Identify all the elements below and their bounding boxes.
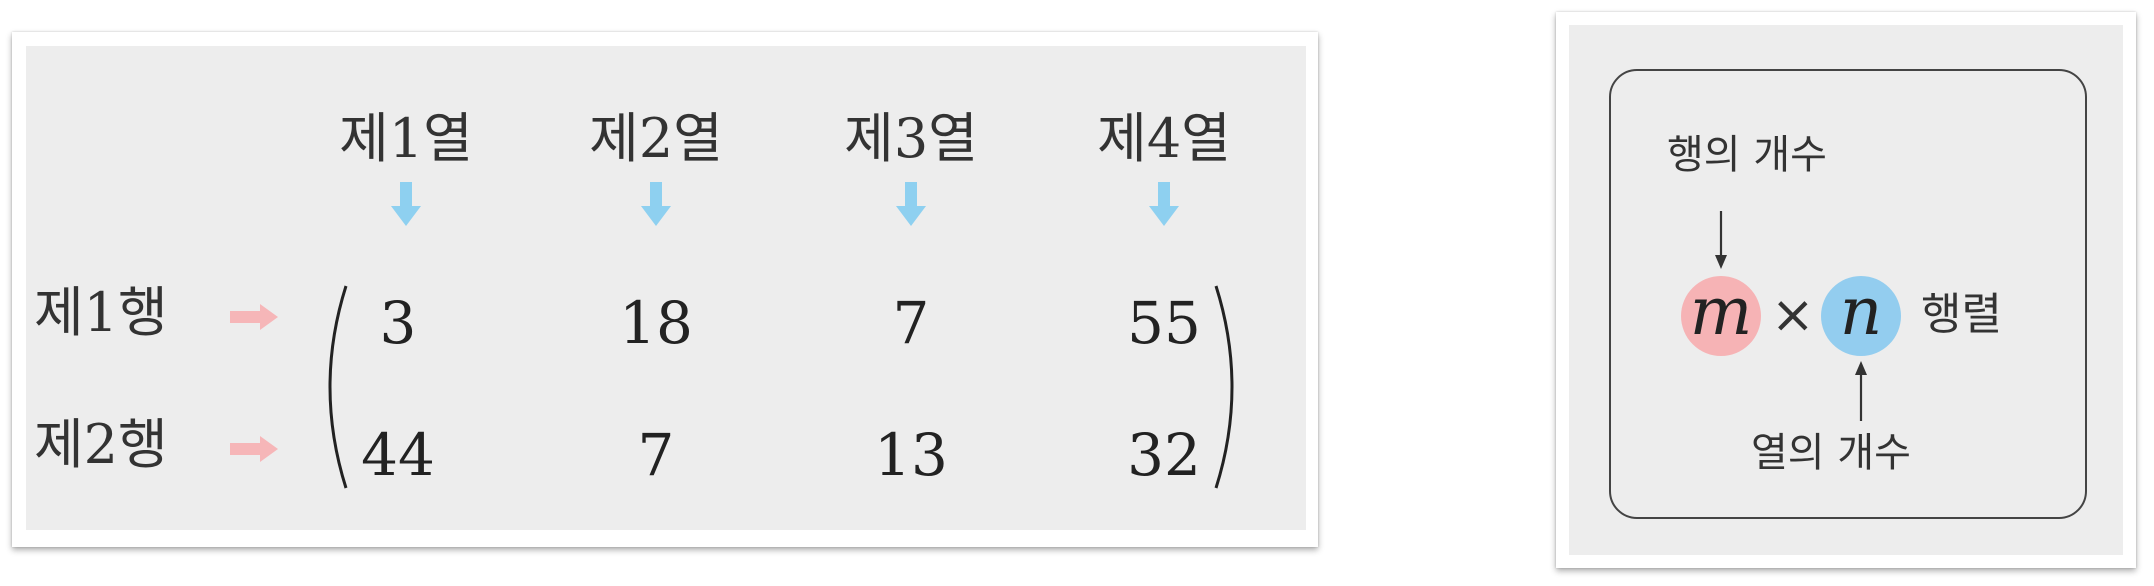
matrix-cell: 55 — [1127, 289, 1201, 357]
matrix-cell: 3 — [379, 289, 417, 357]
down-arrow-icon — [1149, 182, 1179, 226]
arrow-up-to-n-icon — [1855, 361, 1867, 421]
dimension-figure-card: 행의 개수 m × n 행렬 열의 개수 — [1556, 12, 2136, 568]
arrow-down-to-m-icon — [1715, 211, 1727, 269]
column-header-3: 제3열 — [844, 107, 978, 170]
matrix-cell: 32 — [1127, 421, 1201, 489]
right-arrow-icon — [230, 304, 278, 330]
m-highlight-circle — [1681, 276, 1761, 356]
times-symbol: × — [1771, 285, 1815, 345]
right-parenthesis — [1214, 285, 1234, 489]
left-parenthesis — [328, 285, 348, 489]
matrix-figure-card: 제1열 제2열 제3열 제4열 제1행 제2행 — [12, 32, 1318, 547]
down-arrow-icon — [896, 182, 926, 226]
dimension-figure-panel: 행의 개수 m × n 행렬 열의 개수 — [1569, 25, 2123, 555]
matrix-cell: 13 — [874, 421, 948, 489]
right-arrow-icon — [230, 436, 278, 462]
row-header-2: 제2행 — [34, 413, 168, 476]
down-arrow-icon — [391, 182, 421, 226]
column-count-label: 열의 개수 — [1751, 430, 1911, 476]
column-header-4: 제4열 — [1097, 107, 1231, 170]
matrix-cell: 7 — [892, 289, 930, 357]
column-header-2: 제2열 — [589, 107, 723, 170]
matrix-cell: 7 — [637, 421, 675, 489]
matrix-figure-panel: 제1열 제2열 제3열 제4열 제1행 제2행 — [26, 46, 1306, 530]
matrix-cell: 44 — [361, 421, 435, 489]
column-header-1: 제1열 — [339, 107, 473, 170]
dimension-box: 행의 개수 m × n 행렬 열의 개수 — [1609, 69, 2087, 519]
down-arrow-icon — [641, 182, 671, 226]
row-count-label: 행의 개수 — [1667, 132, 1827, 178]
m-variable: m — [1689, 273, 1753, 350]
matrix-suffix: 행렬 — [1921, 289, 2002, 340]
n-highlight-circle — [1821, 276, 1901, 356]
row-header-1: 제1행 — [34, 281, 168, 344]
n-variable: n — [1839, 273, 1883, 350]
matrix-cell: 18 — [619, 289, 693, 357]
